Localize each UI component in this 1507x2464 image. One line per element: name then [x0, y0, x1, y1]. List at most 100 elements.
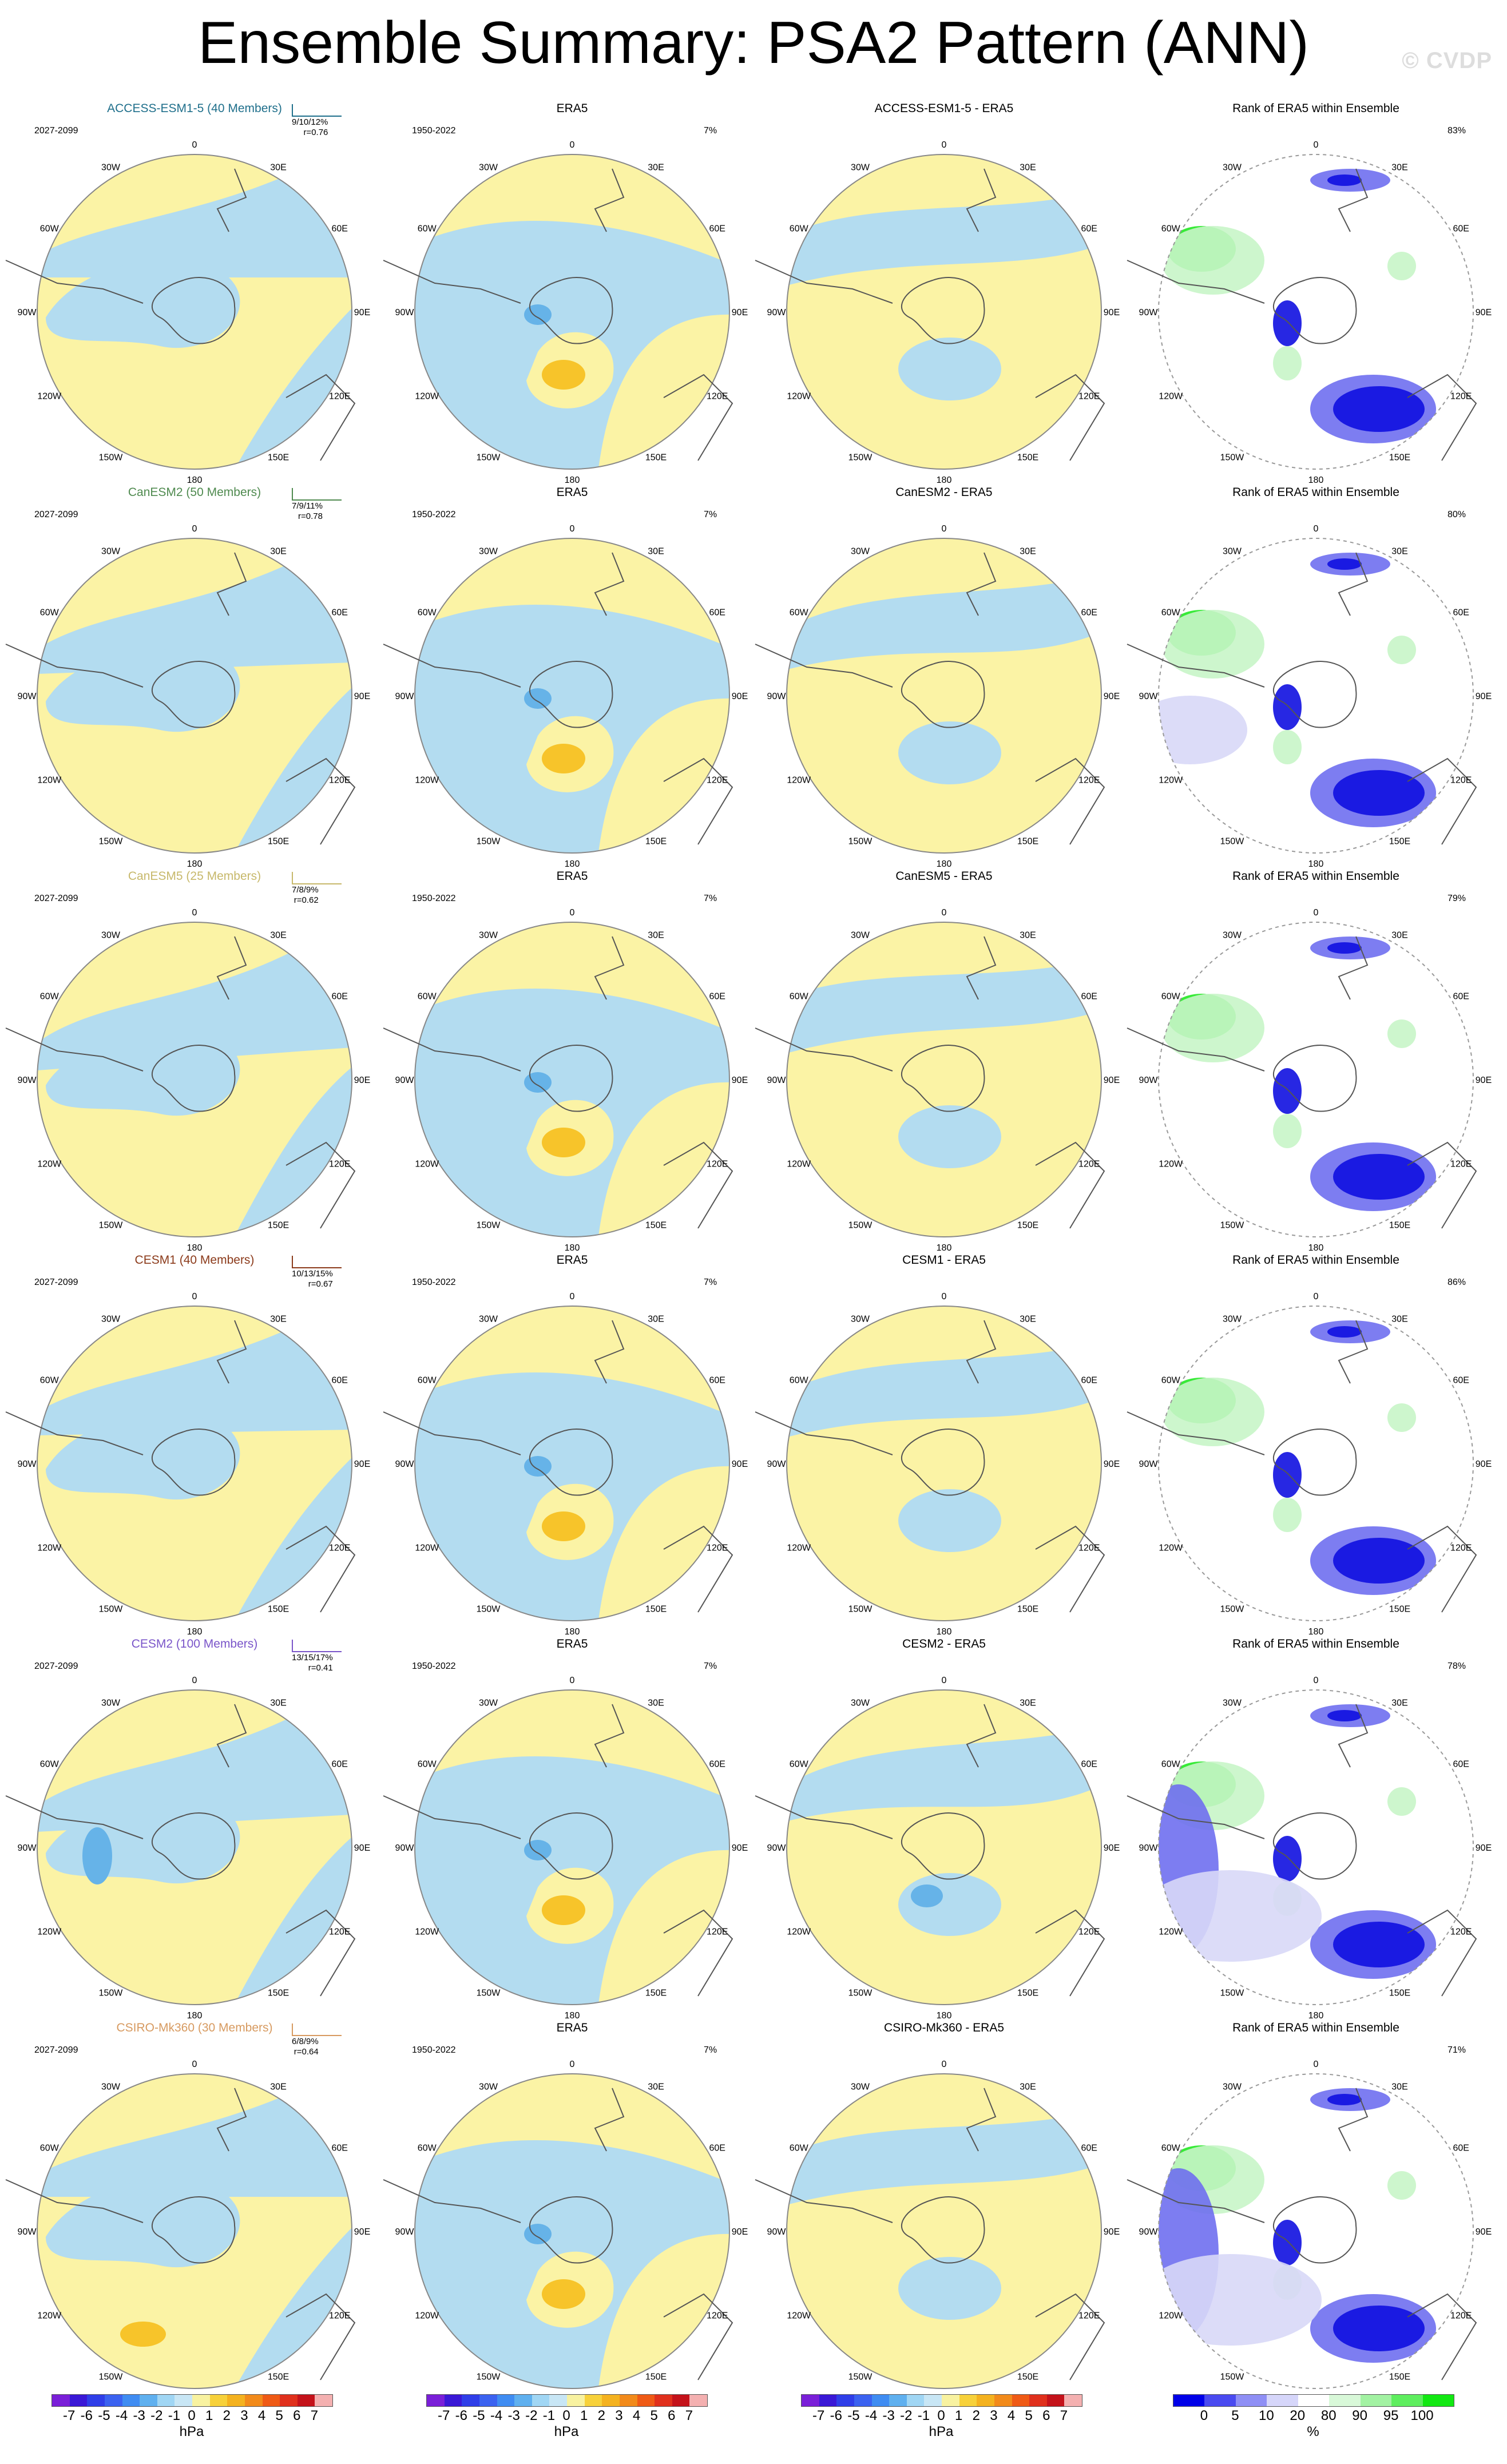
cvdp-watermark: © CVDP: [1402, 48, 1492, 73]
colorbar-swatch: [157, 2395, 175, 2406]
longitude-label: 120E: [329, 1160, 350, 1169]
colorbar-tick: 1: [954, 2408, 963, 2423]
rank-percent: 79%: [1447, 894, 1466, 903]
colorbar-tick: 4: [1007, 2408, 1016, 2423]
colorbar-swatch: [1029, 2395, 1047, 2406]
longitude-label: 150E: [1389, 1989, 1410, 1998]
colorbar-swatch: [444, 2395, 462, 2406]
longitude-label: 120E: [707, 392, 728, 402]
ensemble-variance-stats: 9/10/12%: [292, 117, 328, 127]
longitude-label: 180: [187, 859, 203, 869]
longitude-label: 120W: [787, 1544, 811, 1553]
difference-panel-title: CanESM2 - ERA5: [895, 486, 993, 499]
ensemble-map: 0 30E 60E 90E 120E 150E 180 150W 120W 90W 60W 30W: [5, 908, 370, 1253]
longitude-label: 0: [1314, 908, 1319, 918]
longitude-label: 60W: [1161, 608, 1181, 618]
longitude-label: 0: [1314, 140, 1319, 150]
longitude-label: 30W: [479, 546, 498, 556]
longitude-label: 60W: [40, 1376, 60, 1386]
ensemble-stats: 7/8/9% r=0.62: [292, 885, 319, 906]
colorbar-tick: -5: [847, 2408, 860, 2423]
colorbar-tick: -5: [473, 2408, 485, 2423]
longitude-label: 150E: [268, 453, 289, 463]
longitude-label: 0: [942, 1292, 947, 1302]
observed-percent: 7%: [704, 1661, 717, 1671]
colorbar-swatch: [69, 2395, 88, 2406]
longitude-label: 120W: [415, 776, 439, 785]
longitude-label: 150E: [268, 1221, 289, 1231]
colorbar-tick: 0: [1200, 2408, 1208, 2423]
longitude-label: 120E: [707, 776, 728, 785]
longitude-label: 150W: [1220, 1605, 1245, 1614]
longitude-label: 120W: [415, 1160, 439, 1169]
longitude-label: 150W: [477, 453, 501, 463]
longitude-label: 120W: [37, 392, 62, 402]
longitude-label: 0: [1314, 1292, 1319, 1302]
longitude-label: 60W: [790, 1760, 809, 1769]
longitude-label: 120E: [1450, 392, 1472, 402]
longitude-label: 30E: [1020, 1314, 1036, 1324]
longitude-label: 120E: [1078, 2311, 1100, 2321]
colorbar-swatch: [244, 2395, 263, 2406]
longitude-label: 120W: [37, 1160, 62, 1169]
ensemble-stats: 10/13/15% r=0.67: [292, 1269, 333, 1289]
colorbar-swatch: [1046, 2395, 1065, 2406]
longitude-label: 150W: [1220, 453, 1245, 463]
longitude-label: 180: [1308, 475, 1324, 485]
colorbar-swatch: [140, 2395, 157, 2406]
longitude-label: 150W: [1220, 837, 1245, 847]
longitude-label: 90E: [1476, 1076, 1492, 1085]
longitude-label: 90W: [18, 1843, 37, 1853]
difference-map: 0 30E 60E 90E 120E 150E 180 150W 120W 90W 60W 30W: [755, 140, 1120, 485]
longitude-label: 60E: [709, 2144, 725, 2153]
difference-panel-title: CESM1 - ERA5: [902, 1253, 986, 1267]
ensemble-panel-title: CanESM2 (50 Members): [128, 486, 261, 499]
longitude-label: 60E: [1081, 992, 1097, 1002]
rank-panel-title: Rank of ERA5 within Ensemble: [1232, 2021, 1399, 2034]
observed-percent: 7%: [704, 1277, 717, 1287]
colorbar-tick: 4: [257, 2408, 266, 2423]
longitude-label: 60W: [1161, 1760, 1181, 1769]
longitude-label: 30W: [479, 1314, 498, 1324]
longitude-label: 90W: [395, 1459, 415, 1469]
longitude-label: 150W: [99, 1605, 124, 1614]
colorbar-swatch: [549, 2395, 567, 2406]
longitude-label: 150E: [1389, 837, 1410, 847]
longitude-label: 60E: [332, 224, 348, 234]
longitude-label: 0: [570, 1676, 575, 1685]
longitude-label: 90E: [732, 1076, 748, 1085]
longitude-label: 60E: [332, 1376, 348, 1386]
observed-map: 0 30E 60E 90E 120E 150E 180 150W 120W 90W 60W 30W: [383, 1292, 748, 1637]
longitude-label: 120W: [1159, 392, 1183, 402]
longitude-label: 60W: [40, 1760, 60, 1769]
colorbar-swatch: [994, 2395, 1012, 2406]
ensemble-stats: 13/15/17% r=0.41: [292, 1653, 333, 1673]
longitude-label: 60W: [1161, 2144, 1181, 2153]
colorbar-tick: 1: [205, 2408, 213, 2423]
colorbar-tick: 7: [1060, 2408, 1068, 2423]
observed-percent: 7%: [704, 894, 717, 903]
longitude-label: 60E: [709, 1376, 725, 1386]
colorbar-tick: -4: [115, 2408, 128, 2423]
colorbar-tick: 4: [632, 2408, 641, 2423]
colorbar-swatch: [209, 2395, 228, 2406]
longitude-label: 150E: [645, 1605, 667, 1614]
longitude-label: 150W: [99, 1221, 124, 1231]
longitude-label: 60W: [1161, 224, 1181, 234]
page-title: Ensemble Summary: PSA2 Pattern (ANN): [198, 10, 1309, 76]
longitude-label: 120E: [707, 1927, 728, 1937]
ensemble-period: 2027-2099: [34, 510, 78, 519]
longitude-label: 90W: [767, 308, 787, 318]
longitude-label: 150E: [1017, 1605, 1038, 1614]
longitude-label: 90W: [18, 1076, 37, 1085]
longitude-label: 90E: [1476, 1459, 1492, 1469]
colorbar-swatch: [532, 2395, 550, 2406]
longitude-label: 30E: [1391, 162, 1407, 172]
longitude-label: 60W: [418, 1760, 437, 1769]
colorbar-tick: -6: [455, 2408, 467, 2423]
longitude-label: 60W: [418, 224, 437, 234]
longitude-label: 120E: [1450, 1160, 1472, 1169]
longitude-label: 90W: [18, 2227, 37, 2237]
